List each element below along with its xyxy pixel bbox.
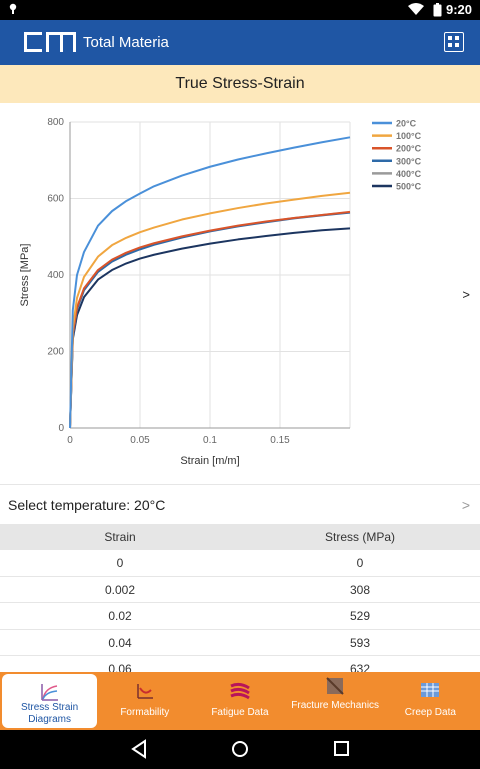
stress-strain-chart[interactable]: 0 200 400 600 800 0 0.05 0.1 0.15 Strain [m/m] Str… (0, 103, 480, 480)
x-tick-label: 0.05 (130, 435, 150, 446)
nav-stress-strain[interactable]: Stress Strain Diagrams (2, 674, 98, 728)
total-materia-logo (22, 29, 78, 60)
table-row: 0.02 529 (0, 603, 480, 630)
fracture-icon (326, 677, 344, 695)
table-row: 0.06 632 (0, 656, 480, 672)
column-header-stress: Stress (MPa) (324, 530, 395, 544)
next-chart-chevron[interactable]: > (462, 287, 470, 302)
strain-cell: 0.002 (104, 582, 136, 597)
legend-label: 300°C (396, 156, 422, 166)
strain-cell: 0.06 (108, 662, 132, 672)
temperature-label: Select temperature: 20°C (8, 497, 166, 513)
series-line (69, 227, 351, 429)
status-time: 9:20 (445, 2, 472, 17)
nav-creep-data[interactable]: Creep Data (383, 672, 478, 730)
apps-grid-button[interactable] (444, 32, 464, 52)
legend-label: 100°C (396, 131, 422, 141)
series-line (69, 191, 351, 429)
status-bar: 9:20 (0, 0, 480, 20)
nav-label: Stress Strain Diagrams (20, 702, 79, 725)
strain-cell: 0.04 (108, 635, 132, 650)
nav-label: Formability (120, 707, 170, 718)
page-title: True Stress-Strain (0, 65, 480, 103)
chevron-right-icon: > (461, 497, 470, 513)
stress-cell: 0 (356, 556, 364, 570)
series-line (69, 136, 351, 429)
app-bar: Total Materia (0, 20, 480, 65)
grid-icon (448, 36, 459, 47)
strain-cell: 0.02 (108, 609, 132, 623)
divider (0, 484, 480, 485)
recents-icon[interactable] (333, 739, 351, 764)
battery-icon (433, 3, 442, 20)
system-navigation-bar (0, 730, 480, 769)
home-icon[interactable] (230, 739, 250, 764)
fatigue-icon (230, 682, 250, 700)
stress-strain-icon (40, 684, 58, 701)
notification-icon (8, 3, 18, 18)
x-tick-label: 0.15 (270, 435, 290, 446)
strain-cell: 0 (116, 556, 124, 570)
nav-label: Creep Data (404, 707, 456, 718)
stress-cell: 529 (349, 609, 371, 623)
table-row: 0 0 (0, 550, 480, 577)
nav-label: Fracture Mechanics (291, 700, 380, 711)
column-header-strain: Strain (104, 530, 136, 544)
table-header: Strain Stress (MPa) (0, 524, 480, 550)
y-tick-label: 600 (47, 194, 64, 205)
stress-cell: 632 (349, 662, 371, 672)
y-tick-label: 0 (58, 423, 64, 434)
legend-label: 20°C (396, 119, 417, 129)
x-tick-label: 0.1 (203, 435, 217, 446)
x-tick-label: 0 (67, 435, 73, 446)
nav-formability[interactable]: Formability (97, 672, 192, 730)
nav-fracture-mechanics[interactable]: Fracture Mechanics (288, 672, 383, 730)
app-title: Total Materia (83, 34, 169, 51)
y-axis-label: Stress [MPa] (19, 244, 31, 307)
stress-cell: 308 (349, 582, 371, 597)
legend-label: 200°C (396, 144, 422, 154)
creep-icon (421, 683, 440, 697)
table-row: 0.04 593 (0, 630, 480, 656)
series-line (69, 210, 351, 429)
y-tick-label: 800 (47, 117, 64, 128)
bottom-navigation: Stress Strain Diagrams Formability Fatig… (0, 672, 480, 730)
y-tick-label: 400 (47, 270, 64, 281)
nav-label: Fatigue Data (211, 707, 269, 718)
back-icon[interactable] (130, 739, 148, 764)
stress-cell: 593 (349, 635, 371, 650)
legend-label: 400°C (396, 169, 422, 179)
nav-fatigue-data[interactable]: Fatigue Data (192, 672, 287, 730)
y-tick-label: 200 (47, 347, 64, 358)
wifi-icon (408, 3, 424, 19)
legend-label: 500°C (396, 182, 422, 192)
temperature-selector[interactable]: Select temperature: 20°C > (0, 488, 480, 522)
x-axis-label: Strain [m/m] (180, 455, 239, 467)
chart-svg: 0 200 400 600 800 0 0.05 0.1 0.15 Strain [m/m] Str… (19, 117, 422, 467)
stress-strain-table: Strain Stress (MPa) 0 0 0.002 308 0.02 5… (0, 524, 480, 672)
formability-icon (137, 684, 153, 699)
table-row: 0.002 308 (0, 577, 480, 603)
